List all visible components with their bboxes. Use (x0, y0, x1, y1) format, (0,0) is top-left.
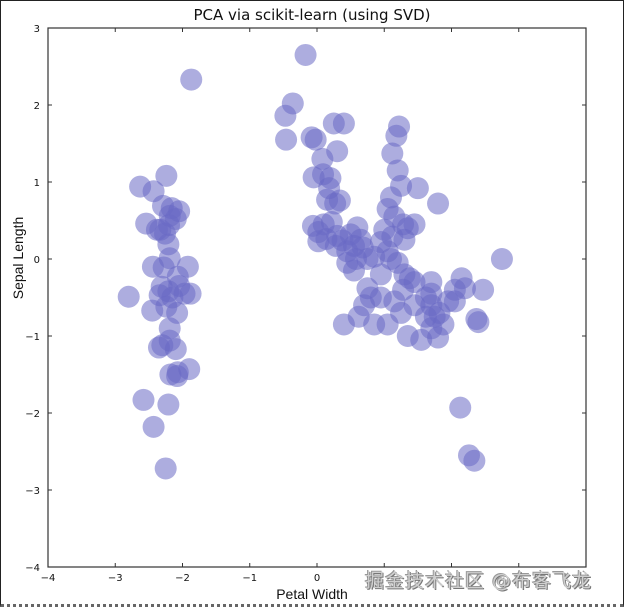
data-point (490, 248, 513, 270)
data-point (275, 128, 298, 151)
data-point (339, 223, 362, 246)
data-point (294, 43, 317, 66)
data-point (403, 213, 426, 236)
x-axis-label: Petal Width (276, 586, 348, 602)
data-point (472, 278, 495, 301)
data-point (154, 457, 177, 480)
y-tick-label: 1 (34, 178, 40, 189)
x-tick-label: 0 (314, 573, 320, 584)
data-point (166, 361, 189, 384)
watermark: 掘金技术社区 @布客飞龙 (365, 570, 593, 592)
chart-title: PCA via scikit-learn (using SVD) (193, 6, 431, 24)
y-tick-label: 2 (34, 101, 40, 112)
x-tick-label: −2 (175, 573, 190, 584)
data-point (274, 104, 297, 127)
data-point (157, 393, 180, 416)
data-point (307, 221, 330, 244)
x-tick-label: −4 (41, 573, 56, 584)
data-point (179, 282, 202, 305)
data-point (376, 240, 399, 263)
data-point (427, 192, 450, 215)
data-point (332, 313, 355, 336)
data-point (164, 338, 187, 361)
data-point (403, 294, 426, 317)
y-tick-label: −3 (25, 486, 40, 497)
data-point (117, 285, 140, 308)
y-tick-label: 3 (34, 24, 40, 35)
data-point (332, 112, 355, 135)
data-point (158, 204, 181, 227)
y-tick-label: 0 (34, 255, 40, 266)
data-point (142, 415, 165, 438)
data-point (342, 259, 365, 282)
data-point (449, 396, 472, 419)
data-point (145, 218, 168, 241)
data-point (463, 449, 486, 472)
data-point (155, 164, 178, 187)
data-point (155, 295, 178, 318)
data-point (326, 140, 349, 163)
x-tick-label: −3 (108, 573, 123, 584)
data-point (406, 177, 429, 200)
data-point (467, 311, 490, 334)
data-point (453, 277, 476, 300)
data-point (428, 301, 451, 324)
data-point (324, 192, 347, 215)
y-axis-label: Sepal Length (10, 216, 26, 300)
data-point (304, 128, 327, 151)
data-point (381, 142, 404, 165)
y-tick-label: −4 (25, 563, 40, 574)
data-point (427, 326, 450, 349)
data-point (383, 205, 406, 228)
data-point (369, 263, 392, 286)
data-point (420, 282, 443, 305)
x-tick-label: −1 (242, 573, 257, 584)
data-point (410, 328, 433, 351)
data-point (302, 166, 325, 189)
data-point (180, 68, 203, 91)
y-tick-label: −1 (25, 332, 40, 343)
data-point (132, 388, 155, 411)
data-point (129, 175, 152, 198)
y-tick-label: −2 (25, 409, 40, 420)
data-point (403, 271, 426, 294)
data-point (385, 124, 408, 147)
